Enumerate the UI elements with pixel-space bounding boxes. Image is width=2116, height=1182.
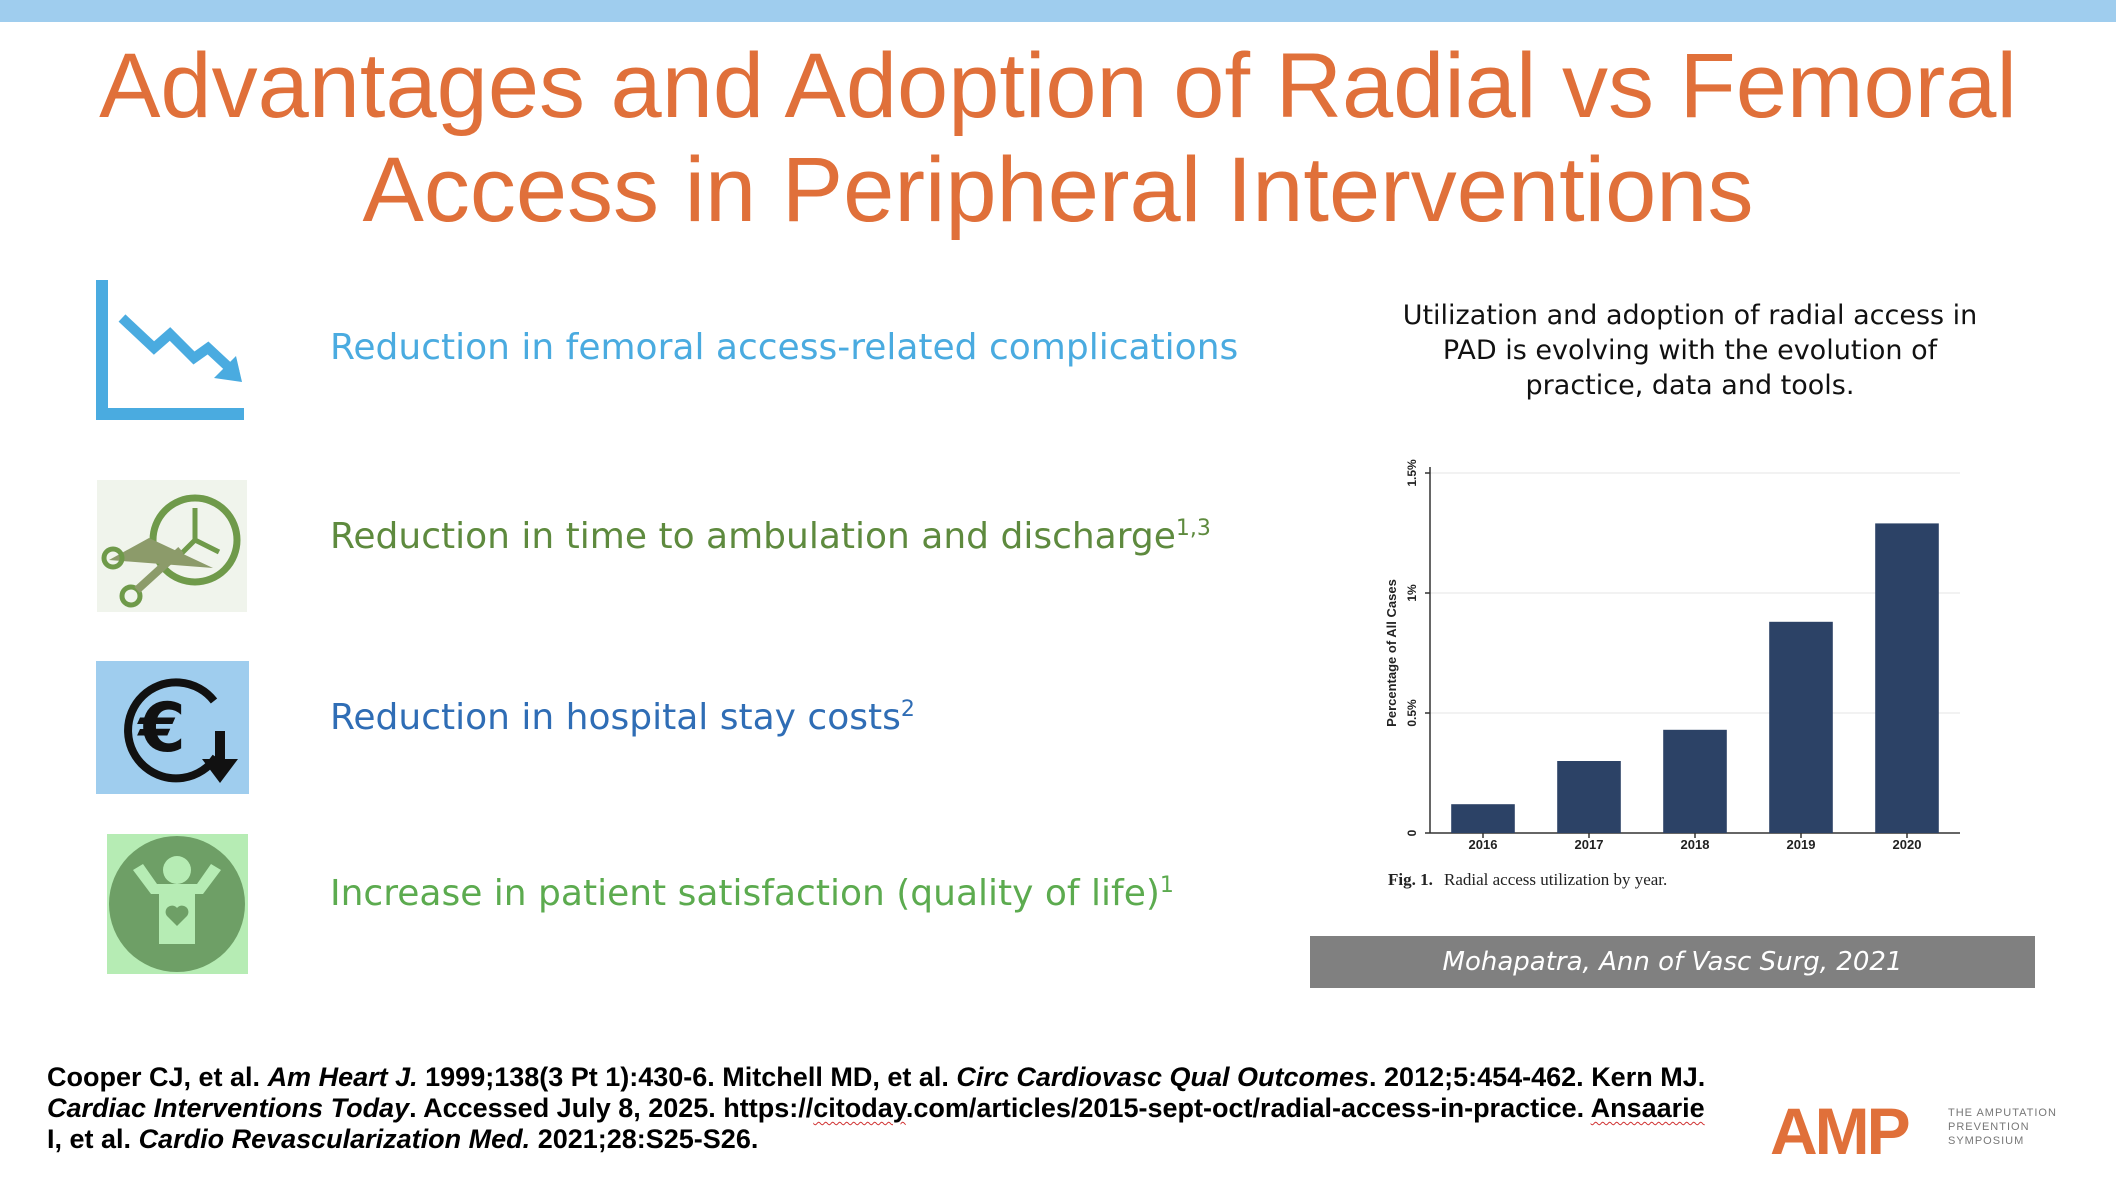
- chart-caption: Utilization and adoption of radial acces…: [1402, 300, 1978, 401]
- bullet-ambulation: Reduction in time to ambulation and disc…: [330, 516, 1211, 557]
- ref-mitchell-journal: Circ Cardiovasc Qual Outcomes: [956, 1062, 1370, 1092]
- ref-kern-url-domain: citoday: [813, 1093, 906, 1123]
- logo-line3: SYMPOSIUM: [1948, 1135, 2025, 1147]
- slide-title: Advantages and Adoption of Radial vs Fem…: [0, 34, 2116, 242]
- bullet-complications-text: Reduction in femoral access-related comp…: [330, 327, 1239, 368]
- bar-2020: [1875, 523, 1939, 833]
- x-tick-label: 2019: [1787, 837, 1816, 852]
- ref-cooper: Cooper CJ, et al.: [47, 1062, 261, 1092]
- x-tick-label: 2020: [1893, 837, 1922, 852]
- x-tick-label: 2018: [1681, 837, 1710, 852]
- source-citation: Mohapatra, Ann of Vasc Surg, 2021: [1310, 936, 2035, 988]
- amp-logo: AMP: [1770, 1094, 2070, 1168]
- ref-mitchell-details: . 2012;5:454-462. Kern MJ.: [1369, 1062, 1706, 1092]
- bar-2017: [1557, 761, 1621, 833]
- bullet-costs-text: Reduction in hospital stay costs: [330, 697, 901, 738]
- ref-ansaarie-details: 2021;28:S25-S26.: [537, 1124, 759, 1154]
- top-accent-bar: [0, 0, 2116, 22]
- slide-title-line1: Advantages and Adoption of Radial vs Fem…: [99, 35, 2017, 137]
- ref-kern-details: . Accessed July 8, 2025. https://: [409, 1093, 814, 1123]
- ref-cooper-details: 1999;138(3 Pt 1):430-6. Mitchell MD, et …: [425, 1062, 949, 1092]
- clock-scissors-icon: [97, 480, 247, 612]
- bullet-satisfaction: Increase in patient satisfaction (qualit…: [330, 873, 1174, 914]
- happy-person-icon: [107, 834, 248, 974]
- ref-kern-journal: Cardiac Interventions Today: [47, 1093, 410, 1123]
- slide-title-line2: Access in Peripheral Interventions: [362, 139, 1754, 241]
- bullet-costs-citation: 2: [900, 697, 915, 722]
- bullet-satisfaction-citation: 1: [1159, 873, 1174, 898]
- x-tick-label: 2016: [1469, 837, 1498, 852]
- radial-utilization-chart: 0 0.5% 1% 1.5% Percentage of All Cases 2016 20…: [1378, 455, 1978, 895]
- bullet-satisfaction-text: Increase in patient satisfaction (qualit…: [330, 873, 1160, 914]
- references: Cooper CJ, et al. Am Heart J. 1999;138(3…: [47, 1062, 1707, 1155]
- x-tick-label: 2017: [1575, 837, 1604, 852]
- bullet-costs: Reduction in hospital stay costs2: [330, 697, 915, 738]
- y-axis-label: Percentage of All Cases: [1384, 579, 1399, 727]
- y-tick-label: 1%: [1405, 584, 1419, 602]
- bullet-ambulation-text: Reduction in time to ambulation and disc…: [330, 516, 1176, 557]
- logo-line1: THE AMPUTATION: [1948, 1107, 2057, 1119]
- amp-logo-text: THE AMPUTATION PREVENTION SYMPOSIUM: [1948, 1106, 2057, 1148]
- ref-ansaarie-etal: I, et al.: [47, 1124, 132, 1154]
- bar-2018: [1663, 729, 1727, 833]
- svg-text:€: €: [136, 689, 185, 768]
- euro-down-icon: €: [96, 661, 249, 794]
- ref-kern-url-path: .com/articles/2015-sept-oct/radial-acces…: [905, 1093, 1585, 1123]
- logo-line2: PREVENTION: [1948, 1121, 2030, 1133]
- amp-logo-mark: AMP: [1770, 1100, 1909, 1160]
- ref-ansaarie-journal: Cardio Revascularization Med.: [138, 1124, 531, 1154]
- y-tick-label: 1.5%: [1405, 459, 1419, 487]
- figure-caption: Radial access utilization by year.: [1444, 870, 1667, 889]
- ref-cooper-journal: Am Heart J.: [267, 1062, 418, 1092]
- bullet-complications: Reduction in femoral access-related comp…: [330, 327, 1238, 368]
- y-tick-label: 0.5%: [1405, 699, 1419, 727]
- bullet-ambulation-citation: 1,3: [1175, 516, 1211, 541]
- bar-2016: [1451, 804, 1515, 833]
- bar-2019: [1769, 621, 1833, 833]
- ref-ansaarie-author: Ansaarie: [1590, 1093, 1705, 1123]
- trend-down-icon: [96, 278, 246, 420]
- y-tick-label: 0: [1405, 829, 1419, 836]
- figure-label: Fig. 1.: [1388, 870, 1433, 889]
